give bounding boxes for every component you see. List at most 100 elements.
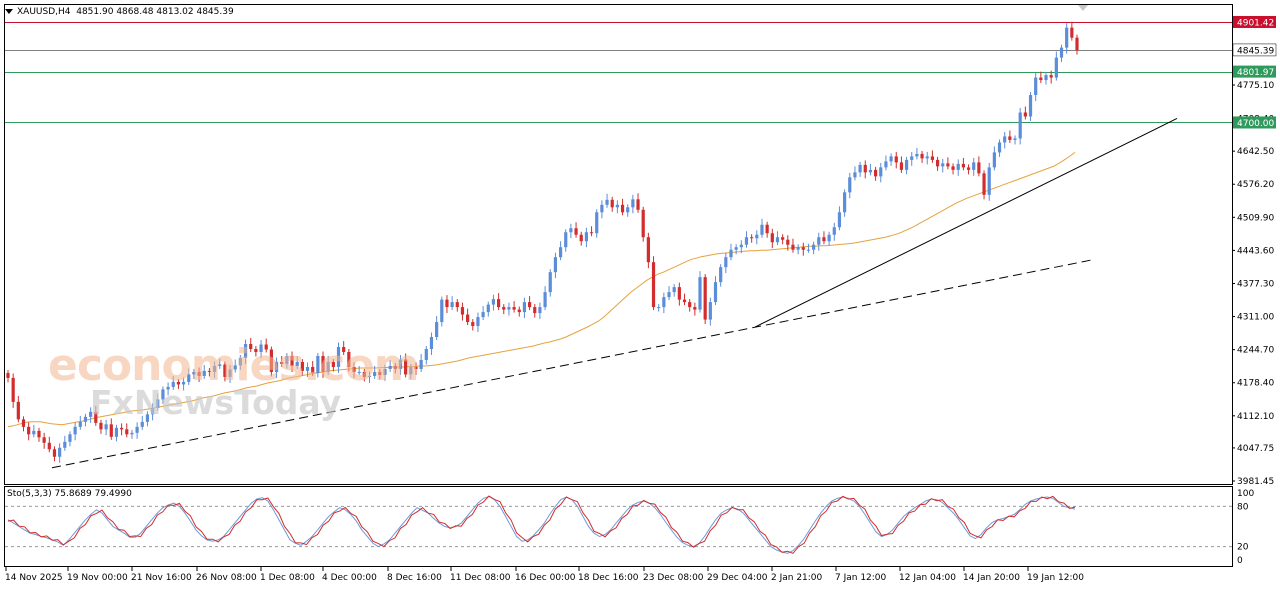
price-label-green2: 4700.00 (1237, 119, 1274, 129)
candle-body (770, 233, 774, 243)
main-pane-frame (4, 4, 1233, 485)
candle-body (806, 249, 811, 251)
candle-body (677, 287, 681, 300)
candle-body (682, 299, 687, 303)
watermark-economies: economies.com (48, 340, 420, 391)
y-tick-label: 4775.10 (1237, 81, 1274, 91)
y-tick-label: 4642.50 (1237, 147, 1274, 157)
candle-body (290, 355, 294, 366)
candle-body (42, 437, 46, 443)
candle-body (750, 237, 754, 239)
candle-body (729, 249, 733, 258)
ma-line (7, 151, 1076, 428)
candle-body (398, 359, 403, 369)
candle-body (342, 347, 346, 352)
price-label-green2-bg (1233, 116, 1276, 129)
candle-body (63, 441, 67, 448)
candle-body (522, 302, 527, 313)
candle-body (58, 447, 62, 457)
x-tick-label: 8 Dec 16:00 (387, 573, 442, 583)
candle-body (1070, 27, 1074, 38)
candle-body (388, 365, 392, 369)
y-tick-label: 4443.60 (1237, 246, 1274, 256)
candles (6, 21, 1079, 463)
candle-body (843, 192, 847, 213)
candle-body (419, 359, 423, 369)
candle-body (1054, 57, 1058, 78)
menu-triangle-icon[interactable] (5, 9, 13, 14)
x-tick-label: 14 Nov 2025 (5, 573, 63, 583)
candle-body (502, 307, 506, 310)
candle-body (331, 361, 335, 367)
x-tick-label: 19 Jan 12:00 (1027, 573, 1084, 583)
candle-body (254, 349, 258, 352)
candle-body (68, 434, 72, 442)
price-label-gray: 4845.39 (1237, 46, 1274, 56)
candle-body (734, 247, 738, 250)
candle-body (352, 366, 356, 372)
candle-body (775, 237, 780, 243)
candle-body (326, 361, 330, 372)
candle-body (719, 267, 723, 283)
candle-body (243, 344, 248, 358)
candle-body (27, 426, 31, 435)
candle-body (982, 173, 986, 195)
candle-body (724, 257, 728, 268)
candle-body (615, 204, 619, 208)
candle-body (269, 349, 273, 372)
candle-body (274, 361, 279, 372)
candle-body (135, 426, 139, 433)
symbol-label: XAUUSD,H4 (17, 7, 71, 17)
price-label-green1-bg (1233, 65, 1276, 78)
candle-body (1023, 112, 1027, 117)
candle-body (997, 142, 1002, 153)
candle-body (414, 366, 418, 369)
candle-body (156, 399, 160, 408)
candle-body (574, 228, 578, 235)
y-tick-label: 4178.40 (1237, 379, 1274, 389)
price-label-red-bg (1233, 15, 1276, 28)
candle-body (166, 386, 170, 390)
candle-body (667, 292, 671, 298)
candle-body (187, 374, 191, 382)
candle-body (52, 449, 57, 457)
candle-body (249, 344, 253, 349)
candle-body (796, 247, 800, 250)
candle-body (765, 224, 769, 234)
candle-body (466, 314, 470, 323)
sto-tick-label: 80 (1237, 502, 1249, 512)
candle-body (367, 375, 372, 377)
moving-average (7, 151, 1076, 428)
y-tick-label: 4244.70 (1237, 346, 1274, 356)
candle-body (32, 430, 36, 435)
candle-body (951, 166, 955, 170)
candle-body (533, 307, 537, 314)
candle-body (1059, 47, 1064, 58)
candle-body (486, 304, 490, 313)
candle-body (305, 366, 310, 371)
candle-body (812, 244, 816, 250)
candle-body (228, 369, 232, 377)
candle-body (202, 370, 206, 376)
candle-body (1049, 75, 1053, 78)
candle-body (440, 299, 444, 323)
x-tick-label: 11 Dec 08:00 (450, 573, 511, 583)
candle-body (109, 424, 113, 437)
x-tick-label: 14 Jan 20:00 (963, 573, 1020, 583)
candle-body (600, 204, 604, 213)
candle-body (786, 239, 790, 245)
candle-body (579, 234, 583, 242)
sto-tick-label: 100 (1237, 489, 1254, 499)
candle-body (104, 424, 108, 430)
shift-marker-icon[interactable] (1078, 5, 1088, 11)
candle-body (822, 237, 826, 242)
candle-body (543, 292, 547, 308)
candle-body (708, 302, 712, 320)
candle-body (713, 282, 718, 303)
sto-pane-frame (4, 486, 1233, 567)
y-tick-label: 4112.10 (1237, 412, 1274, 422)
candle-body (37, 430, 41, 438)
candle-body (125, 429, 129, 435)
candle-body (569, 228, 573, 233)
time-axis: 14 Nov 2025 19 Nov 00:00 21 Nov 16:00 26 No… (5, 567, 1084, 583)
